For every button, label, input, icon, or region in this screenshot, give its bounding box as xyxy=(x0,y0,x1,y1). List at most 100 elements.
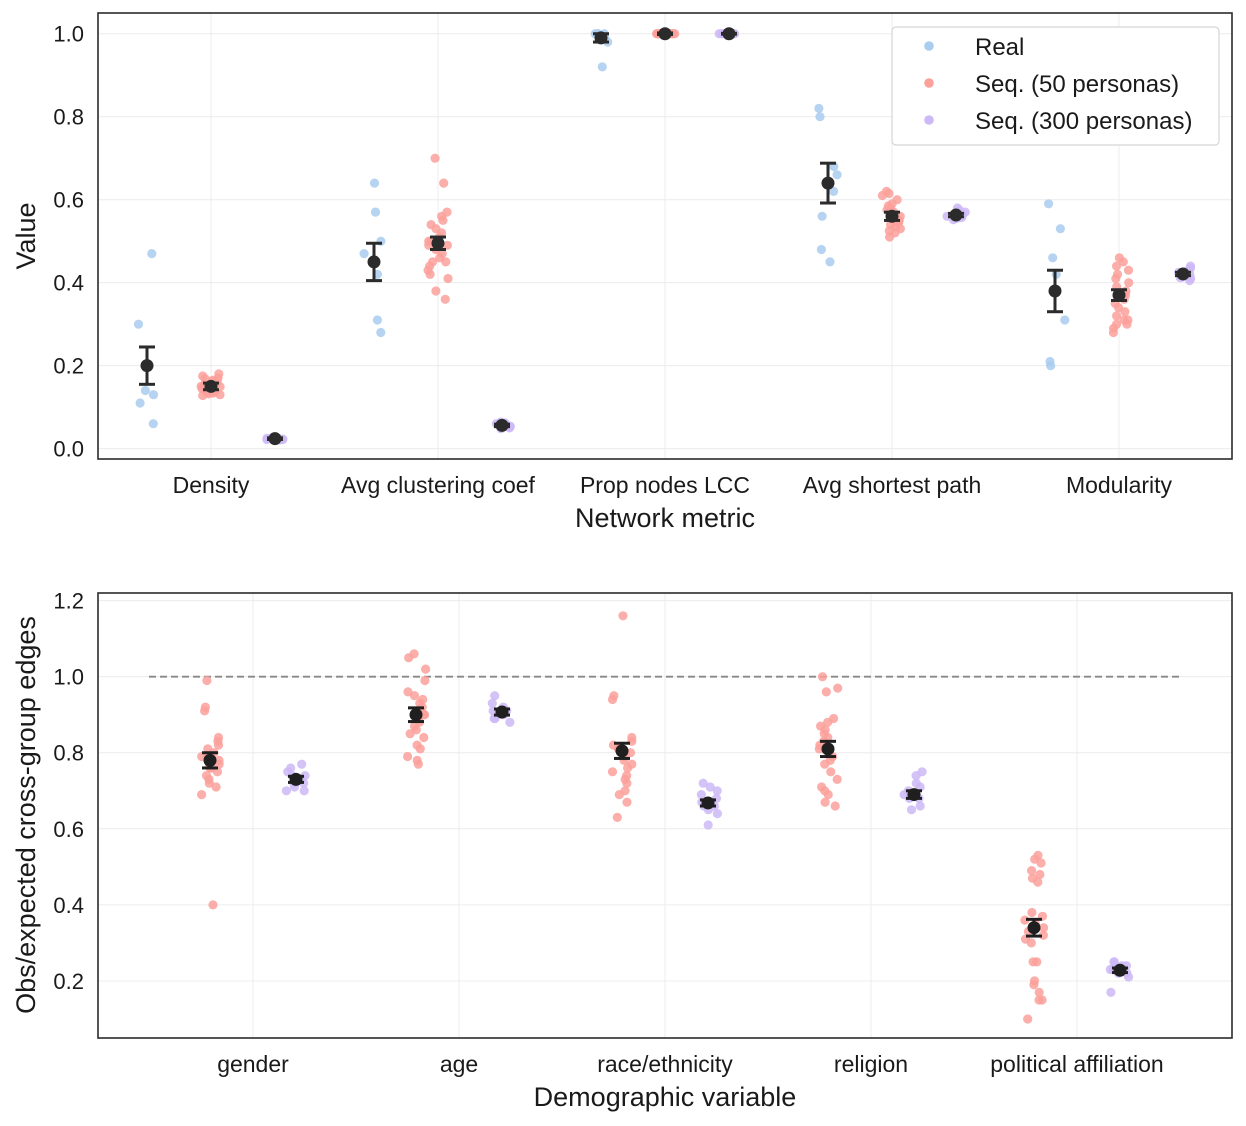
point-seq-50-personas-gender xyxy=(197,790,207,800)
point-seq-50-personas-modularity xyxy=(1111,273,1121,284)
top-y-axis-label: Value xyxy=(11,202,41,269)
point-real-avg-shortest-path xyxy=(829,186,839,196)
point-seq-50-personas-age xyxy=(420,675,430,686)
point-seq-50-personas-avg-clustering-coef xyxy=(430,153,440,163)
mean-marker-real-avg-clustering-coef xyxy=(367,255,381,269)
point-seq-50-personas-gender xyxy=(208,900,218,910)
point-seq-50-personas-religion xyxy=(817,672,828,682)
y-tick-label: 0.8 xyxy=(53,105,84,130)
point-real-avg-shortest-path xyxy=(825,257,835,267)
top-means xyxy=(139,27,1191,446)
point-seq-50-personas-political-affiliation xyxy=(1038,930,1048,940)
point-seq-50-personas-age xyxy=(413,759,423,769)
point-seq-300-personas-religion xyxy=(911,771,921,781)
point-seq-300-personas-gender xyxy=(299,786,309,796)
point-seq-50-personas-political-affiliation xyxy=(1020,915,1030,925)
legend-box xyxy=(891,26,1220,146)
mean-marker-seq-50-personas-race-ethnicity xyxy=(615,744,629,758)
point-seq-50-personas-religion xyxy=(821,687,831,697)
mean-marker-seq-50-personas-avg-clustering-coef xyxy=(431,236,445,250)
bottom-y-tick-labels: 0.2 0.4 0.6 0.8 1.0 1.2 xyxy=(53,589,84,994)
point-seq-50-personas-avg-clustering-coef xyxy=(439,178,449,188)
point-real-modularity xyxy=(1055,224,1065,234)
point-real-avg-shortest-path xyxy=(832,170,842,180)
top-y-tick-labels: 0.0 0.2 0.4 0.6 0.8 1.0 xyxy=(53,22,84,462)
point-seq-300-personas-political-affiliation xyxy=(1106,987,1116,998)
point-seq-50-personas-density xyxy=(198,390,208,401)
point-seq-50-personas-avg-clustering-coef xyxy=(443,273,453,284)
legend: Real Seq. (50 personas) Seq. (300 person… xyxy=(891,26,1220,146)
point-real-modularity xyxy=(1048,253,1058,263)
point-seq-50-personas-modularity xyxy=(1124,278,1134,288)
point-real-avg-clustering-coef xyxy=(369,178,380,188)
point-seq-300-personas-race-ethnicity xyxy=(712,809,723,819)
point-real-avg-shortest-path xyxy=(815,112,825,122)
mean-marker-seq-300-personas-political-affiliation xyxy=(1113,963,1127,977)
point-seq-50-personas-political-affiliation xyxy=(1026,938,1036,948)
legend-label-seq-50: Seq. (50 personas) xyxy=(975,71,1179,98)
point-seq-300-personas-age xyxy=(505,717,515,727)
point-seq-50-personas-political-affiliation xyxy=(1027,907,1037,918)
point-real-modularity xyxy=(1060,315,1070,325)
point-seq-50-personas-avg-shortest-path xyxy=(877,190,888,201)
point-real-modularity xyxy=(1044,199,1054,209)
point-seq-50-personas-modularity xyxy=(1118,257,1128,267)
legend-label-seq-300: Seq. (300 personas) xyxy=(975,108,1192,135)
point-seq-50-personas-political-affiliation xyxy=(1029,980,1039,990)
x-tick-label-modularity: Modularity xyxy=(1066,472,1173,498)
point-seq-50-personas-race-ethnicity xyxy=(612,812,622,823)
point-seq-50-personas-gender xyxy=(212,767,222,777)
mean-marker-seq-300-personas-gender xyxy=(289,772,303,786)
point-seq-300-personas-gender xyxy=(297,759,307,769)
point-real-density xyxy=(147,249,157,259)
point-seq-50-personas-age xyxy=(403,751,413,762)
mean-marker-seq-300-personas-prop-nodes-lcc xyxy=(722,27,736,41)
point-seq-300-personas-age xyxy=(490,691,500,701)
point-seq-300-personas-age xyxy=(487,698,497,708)
point-seq-300-personas-race-ethnicity xyxy=(696,790,707,800)
point-real-prop-nodes-lcc xyxy=(597,62,607,72)
network-metric-panel: 0.0 0.2 0.4 0.6 0.8 1.0 Density Avg clustering… xyxy=(11,12,1233,533)
top-x-tick-labels: Density Avg clustering coef Prop nodes LCC… xyxy=(173,472,1173,498)
point-seq-50-personas-avg-shortest-path xyxy=(885,232,895,242)
y-tick-label: 1.2 xyxy=(53,589,84,614)
point-seq-50-personas-religion xyxy=(814,744,824,754)
point-real-avg-clustering-coef xyxy=(372,315,382,325)
point-seq-50-personas-gender xyxy=(202,675,212,686)
point-seq-50-personas-political-affiliation xyxy=(1033,877,1043,887)
point-seq-50-personas-avg-clustering-coef xyxy=(438,215,448,225)
mean-marker-real-avg-shortest-path xyxy=(821,176,835,190)
point-seq-50-personas-race-ethnicity xyxy=(622,778,632,788)
mean-marker-seq-50-personas-density xyxy=(204,379,218,393)
x-tick-label-political-affiliation: political affiliation xyxy=(990,1051,1163,1077)
x-tick-label-age: age xyxy=(440,1051,478,1077)
y-tick-label: 0.2 xyxy=(53,354,84,379)
point-seq-50-personas-religion xyxy=(826,767,836,777)
x-tick-label-avg-shortest-path: Avg shortest path xyxy=(803,472,982,498)
mean-marker-seq-50-personas-prop-nodes-lcc xyxy=(658,27,672,41)
y-tick-label: 0.6 xyxy=(53,817,84,842)
demographic-panel: 0.2 0.4 0.6 0.8 1.0 1.2 gender age race/ethnici… xyxy=(11,589,1233,1112)
point-seq-50-personas-avg-clustering-coef xyxy=(424,240,434,250)
point-seq-50-personas-modularity xyxy=(1120,307,1130,317)
legend-label-real: Real xyxy=(975,34,1024,61)
point-seq-50-personas-race-ethnicity xyxy=(614,790,624,800)
x-tick-label-density: Density xyxy=(173,472,250,498)
point-seq-50-personas-age xyxy=(415,744,425,754)
y-tick-label: 0.4 xyxy=(53,893,84,918)
point-seq-300-personas-religion xyxy=(906,805,917,815)
point-seq-50-personas-age xyxy=(405,729,415,739)
point-seq-50-personas-political-affiliation xyxy=(1034,987,1044,998)
point-seq-50-personas-age xyxy=(409,691,420,701)
point-seq-50-personas-modularity xyxy=(1112,311,1122,321)
point-real-avg-shortest-path xyxy=(817,211,827,221)
point-seq-300-personas-political-affiliation xyxy=(1124,972,1134,982)
point-real-modularity xyxy=(1046,361,1056,371)
mean-marker-seq-50-personas-age xyxy=(409,708,423,722)
point-seq-300-personas-race-ethnicity xyxy=(703,820,713,830)
point-real-density xyxy=(135,398,145,408)
legend-marker-seq-50 xyxy=(924,78,934,88)
point-seq-50-personas-modularity xyxy=(1108,327,1118,338)
mean-marker-seq-300-personas-avg-shortest-path xyxy=(949,208,963,222)
